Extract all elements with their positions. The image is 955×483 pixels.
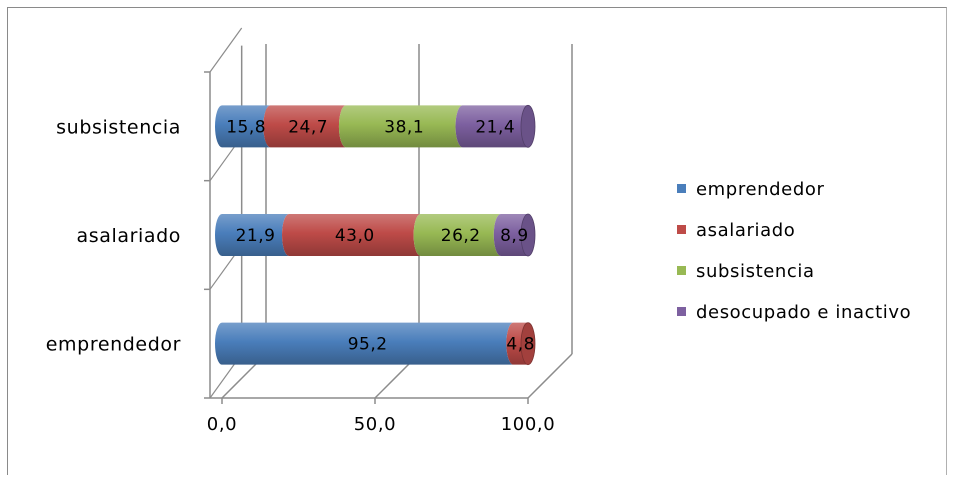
bar-subsistencia-asalariado [263, 105, 346, 148]
chart-frame [7, 7, 947, 475]
data-label-subsistencia-emprendedor: 15,8 [226, 117, 266, 137]
floor-line-100-0 [527, 353, 573, 399]
data-label-asalariado-emprendedor: 21,9 [236, 226, 276, 246]
chart-legend: emprendedor asalariado subsistencia desocup… [677, 179, 911, 323]
data-label-subsistencia-subsistencia: 38,1 [384, 117, 424, 137]
data-label-emprendedor-asalariado: 4,8 [506, 335, 535, 355]
bar-emprendedor-emprendedor [215, 322, 514, 365]
legend-swatch-emprendedor [677, 184, 686, 193]
data-label-subsistencia-desocupado-e-inactivo: 21,4 [475, 117, 515, 137]
legend-label-emprendedor: emprendedor [696, 179, 824, 200]
legend-label-asalariado: asalariado [696, 220, 795, 241]
category-label-asalariado: asalariado [76, 225, 181, 247]
bar-end-cap-emprendedor [520, 322, 536, 366]
bar-asalariado-subsistencia [413, 214, 501, 256]
data-label-asalariado-subsistencia: 26,2 [441, 226, 481, 246]
category-label-emprendedor: emprendedor [46, 334, 181, 356]
legend-swatch-desocupado-e-inactivo [677, 307, 686, 316]
y-depth-line [209, 27, 243, 73]
chart-labels: emprendedor 95,2 4,8 asalariado 21,9 43,0 26,2… [46, 116, 556, 435]
bar-subsistencia-emprendedor [215, 105, 271, 148]
legend-label-desocupado-e-inactivo: desocupado e inactivo [696, 302, 911, 323]
bar-emprendedor-asalariado [506, 322, 528, 365]
bar-subsistencia-subsistencia [338, 105, 463, 148]
data-label-emprendedor-emprendedor: 95,2 [348, 335, 388, 355]
legend-swatch-asalariado [677, 225, 686, 234]
data-label-asalariado-desocupado-e-inactivo: 8,9 [500, 226, 529, 246]
x-tick-label-50-0: 50,0 [354, 414, 396, 435]
data-label-subsistencia-asalariado: 24,7 [288, 117, 328, 137]
bar-subsistencia-desocupado-e-inactivo [455, 105, 528, 148]
chart-bars [215, 104, 536, 366]
bar-asalariado-desocupado-e-inactivo [493, 214, 528, 256]
data-label-asalariado-asalariado: 43,0 [335, 226, 375, 246]
legend-label-subsistencia: subsistencia [696, 261, 815, 282]
bar-end-cap-asalariado [520, 213, 536, 257]
bar-asalariado-asalariado [282, 214, 421, 256]
x-tick-label-100-0: 100,0 [501, 414, 556, 435]
bar-asalariado-emprendedor [215, 214, 290, 256]
category-label-subsistencia: subsistencia [56, 116, 181, 138]
x-tick-label-0-0: 0,0 [207, 414, 237, 435]
legend-swatch-subsistencia [677, 266, 686, 275]
bar-end-cap-subsistencia [520, 104, 536, 148]
